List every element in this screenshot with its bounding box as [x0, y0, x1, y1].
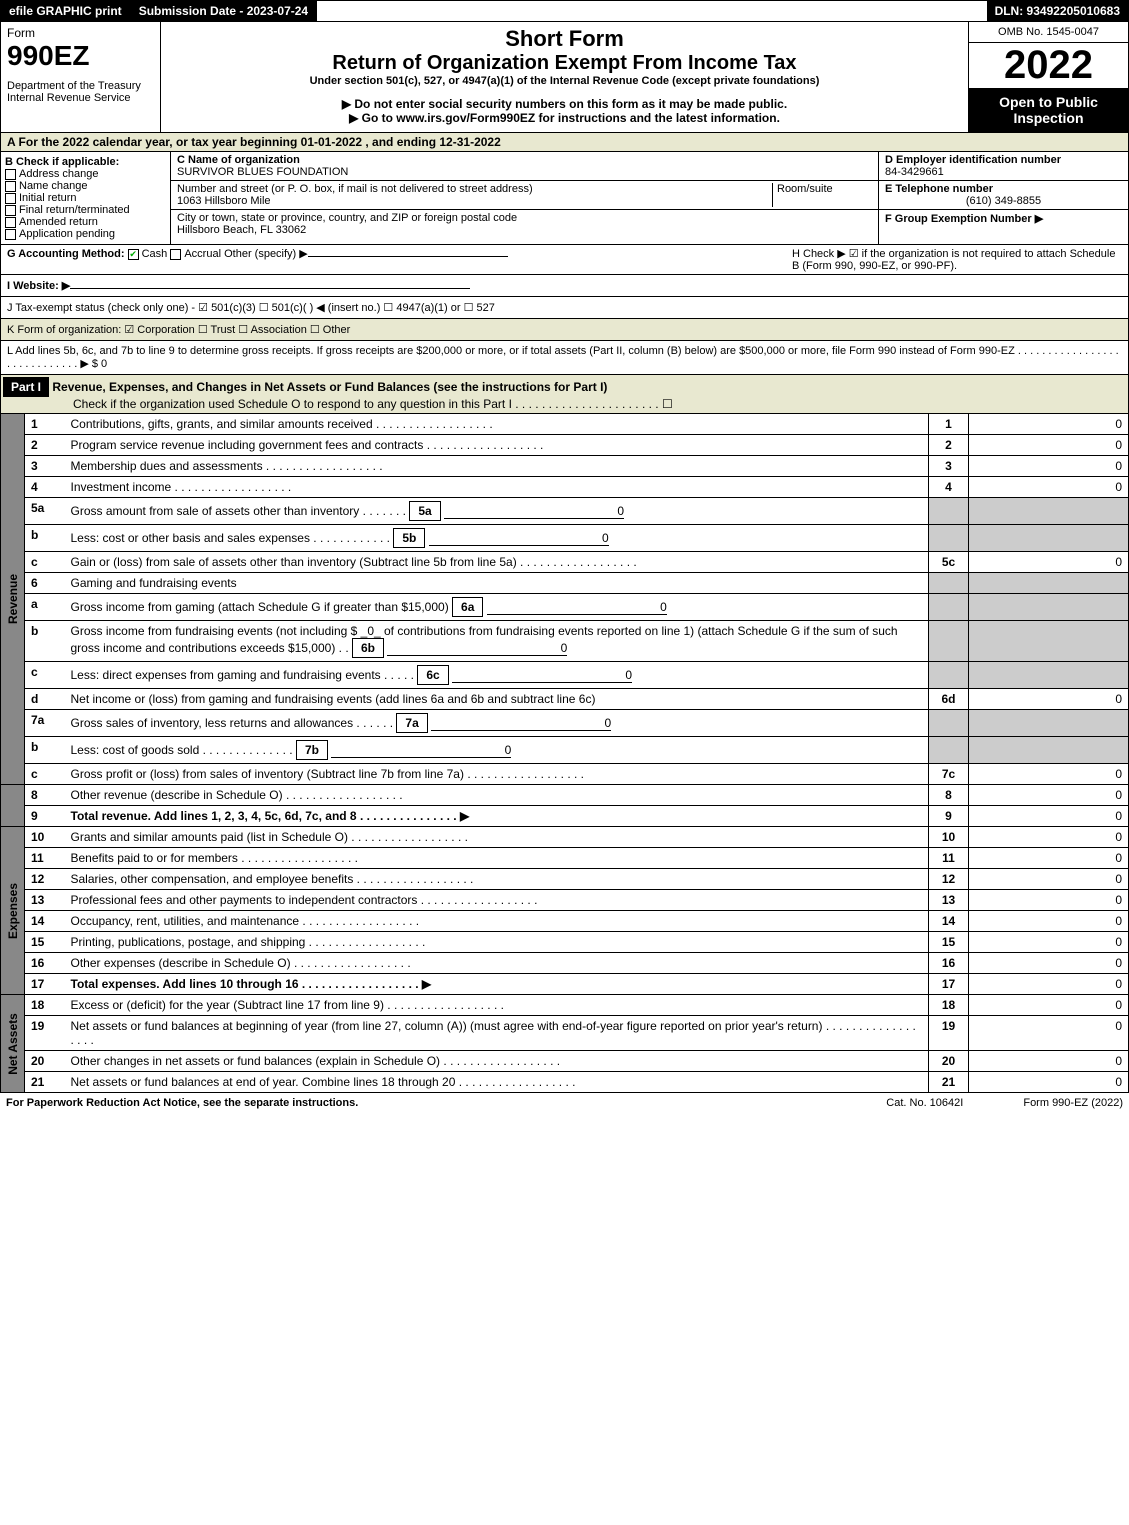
part-1-title: Revenue, Expenses, and Changes in Net As… [52, 380, 607, 394]
line-6c: Less: direct expenses from gaming and fu… [65, 662, 929, 689]
section-h: H Check ▶ ☑ if the organization is not r… [792, 247, 1122, 272]
main-title: Return of Organization Exempt From Incom… [167, 52, 962, 75]
group-label: F Group Exemption Number ▶ [885, 212, 1122, 225]
section-a: A For the 2022 calendar year, or tax yea… [0, 133, 1129, 152]
revenue-table: Revenue 1 Contributions, gifts, grants, … [0, 414, 1129, 1093]
short-form-title: Short Form [167, 26, 962, 52]
line-14: Occupancy, rent, utilities, and maintena… [65, 911, 929, 932]
line-20: Other changes in net assets or fund bala… [65, 1051, 929, 1072]
sections-b-through-f: B Check if applicable: Address change Na… [0, 152, 1129, 245]
line-10: Grants and similar amounts paid (list in… [65, 827, 929, 848]
line-1: Contributions, gifts, grants, and simila… [65, 414, 929, 435]
tel-label: E Telephone number [885, 183, 1122, 195]
section-l: L Add lines 5b, 6c, and 7b to line 9 to … [0, 341, 1129, 375]
addr: 1063 Hillsboro Mile [177, 195, 772, 207]
line-8: Other revenue (describe in Schedule O) [65, 785, 929, 806]
line-6: Gaming and fundraising events [65, 573, 929, 594]
part-1-header: Part I Revenue, Expenses, and Changes in… [0, 375, 1129, 414]
tel: (610) 349-8855 [885, 195, 1122, 207]
part-1-check: Check if the organization used Schedule … [3, 397, 673, 411]
line-6b: Gross income from fundraising events (no… [65, 621, 929, 662]
line-3: Membership dues and assessments [65, 456, 929, 477]
tax-year: 2022 [969, 43, 1128, 88]
line-2: Program service revenue including govern… [65, 435, 929, 456]
expenses-label: Expenses [6, 882, 20, 938]
ein-label: D Employer identification number [885, 154, 1122, 166]
line-5b: Less: cost or other basis and sales expe… [65, 525, 929, 552]
sections-d-e-f: D Employer identification number 84-3429… [878, 152, 1128, 244]
line-16: Other expenses (describe in Schedule O) [65, 953, 929, 974]
city: Hillsboro Beach, FL 33062 [177, 224, 872, 236]
section-j: J Tax-exempt status (check only one) - ☑… [0, 297, 1129, 319]
line-17: Total expenses. Add lines 10 through 16 … [65, 974, 929, 995]
line-15: Printing, publications, postage, and shi… [65, 932, 929, 953]
line-9: Total revenue. Add lines 1, 2, 3, 4, 5c,… [65, 806, 929, 827]
line-19: Net assets or fund balances at beginning… [65, 1016, 929, 1051]
omb-number: OMB No. 1545-0047 [969, 22, 1128, 43]
addr-label: Number and street (or P. O. box, if mail… [177, 183, 772, 195]
ein: 84-3429661 [885, 166, 1122, 178]
check-amended[interactable]: Amended return [5, 216, 166, 228]
check-final[interactable]: Final return/terminated [5, 204, 166, 216]
line-7b: Less: cost of goods sold . . . . . . . .… [65, 737, 929, 764]
directive-1: ▶ Do not enter social security numbers o… [167, 97, 962, 111]
top-bar: efile GRAPHIC print Submission Date - 20… [0, 0, 1129, 22]
efile-label[interactable]: efile GRAPHIC print [1, 1, 131, 21]
department: Department of the Treasury Internal Reve… [7, 80, 154, 104]
section-b: B Check if applicable: Address change Na… [1, 152, 171, 244]
line-6d: Net income or (loss) from gaming and fun… [65, 689, 929, 710]
g-label: G Accounting Method: [7, 248, 125, 260]
line-4: Investment income [65, 477, 929, 498]
form-header: Form 990EZ Department of the Treasury In… [0, 22, 1129, 133]
line-7a: Gross sales of inventory, less returns a… [65, 710, 929, 737]
open-public: Open to Public Inspection [969, 88, 1128, 132]
org-name-label: C Name of organization [177, 154, 872, 166]
footer: For Paperwork Reduction Act Notice, see … [0, 1093, 1129, 1113]
directive-2: ▶ Go to www.irs.gov/Form990EZ for instru… [167, 111, 962, 125]
line-5c: Gain or (loss) from sale of assets other… [65, 552, 929, 573]
sections-g-h: G Accounting Method: Cash Accrual Other … [0, 245, 1129, 275]
section-k: K Form of organization: ☑ Corporation ☐ … [0, 319, 1129, 341]
subtitle: Under section 501(c), 527, or 4947(a)(1)… [167, 75, 962, 87]
line-21: Net assets or fund balances at end of ye… [65, 1072, 929, 1093]
org-name: SURVIVOR BLUES FOUNDATION [177, 166, 872, 178]
revenue-label: Revenue [6, 574, 20, 624]
b-label: B Check if applicable: [5, 156, 166, 168]
line-11: Benefits paid to or for members [65, 848, 929, 869]
check-name[interactable]: Name change [5, 180, 166, 192]
line-7c: Gross profit or (loss) from sales of inv… [65, 764, 929, 785]
footer-left: For Paperwork Reduction Act Notice, see … [6, 1097, 358, 1109]
check-accrual[interactable] [170, 249, 181, 260]
check-pending[interactable]: Application pending [5, 228, 166, 240]
line-18: Excess or (deficit) for the year (Subtra… [65, 995, 929, 1016]
form-label: Form [7, 26, 154, 40]
dln: DLN: 93492205010683 [987, 1, 1128, 21]
footer-center: Cat. No. 10642I [886, 1097, 963, 1109]
line-5a: Gross amount from sale of assets other t… [65, 498, 929, 525]
line-12: Salaries, other compensation, and employ… [65, 869, 929, 890]
check-cash[interactable] [128, 249, 139, 260]
form-number: 990EZ [7, 40, 154, 72]
section-c: C Name of organization SURVIVOR BLUES FO… [171, 152, 878, 244]
netassets-label: Net Assets [6, 1013, 20, 1075]
submission-date: Submission Date - 2023-07-24 [131, 1, 317, 21]
room-suite: Room/suite [772, 183, 872, 207]
line-13: Professional fees and other payments to … [65, 890, 929, 911]
line-6a: Gross income from gaming (attach Schedul… [65, 594, 929, 621]
check-address[interactable]: Address change [5, 168, 166, 180]
section-i: I Website: ▶ [0, 275, 1129, 297]
check-initial[interactable]: Initial return [5, 192, 166, 204]
part-1-label: Part I [3, 377, 49, 397]
footer-right: Form 990-EZ (2022) [1023, 1097, 1123, 1109]
city-label: City or town, state or province, country… [177, 212, 872, 224]
